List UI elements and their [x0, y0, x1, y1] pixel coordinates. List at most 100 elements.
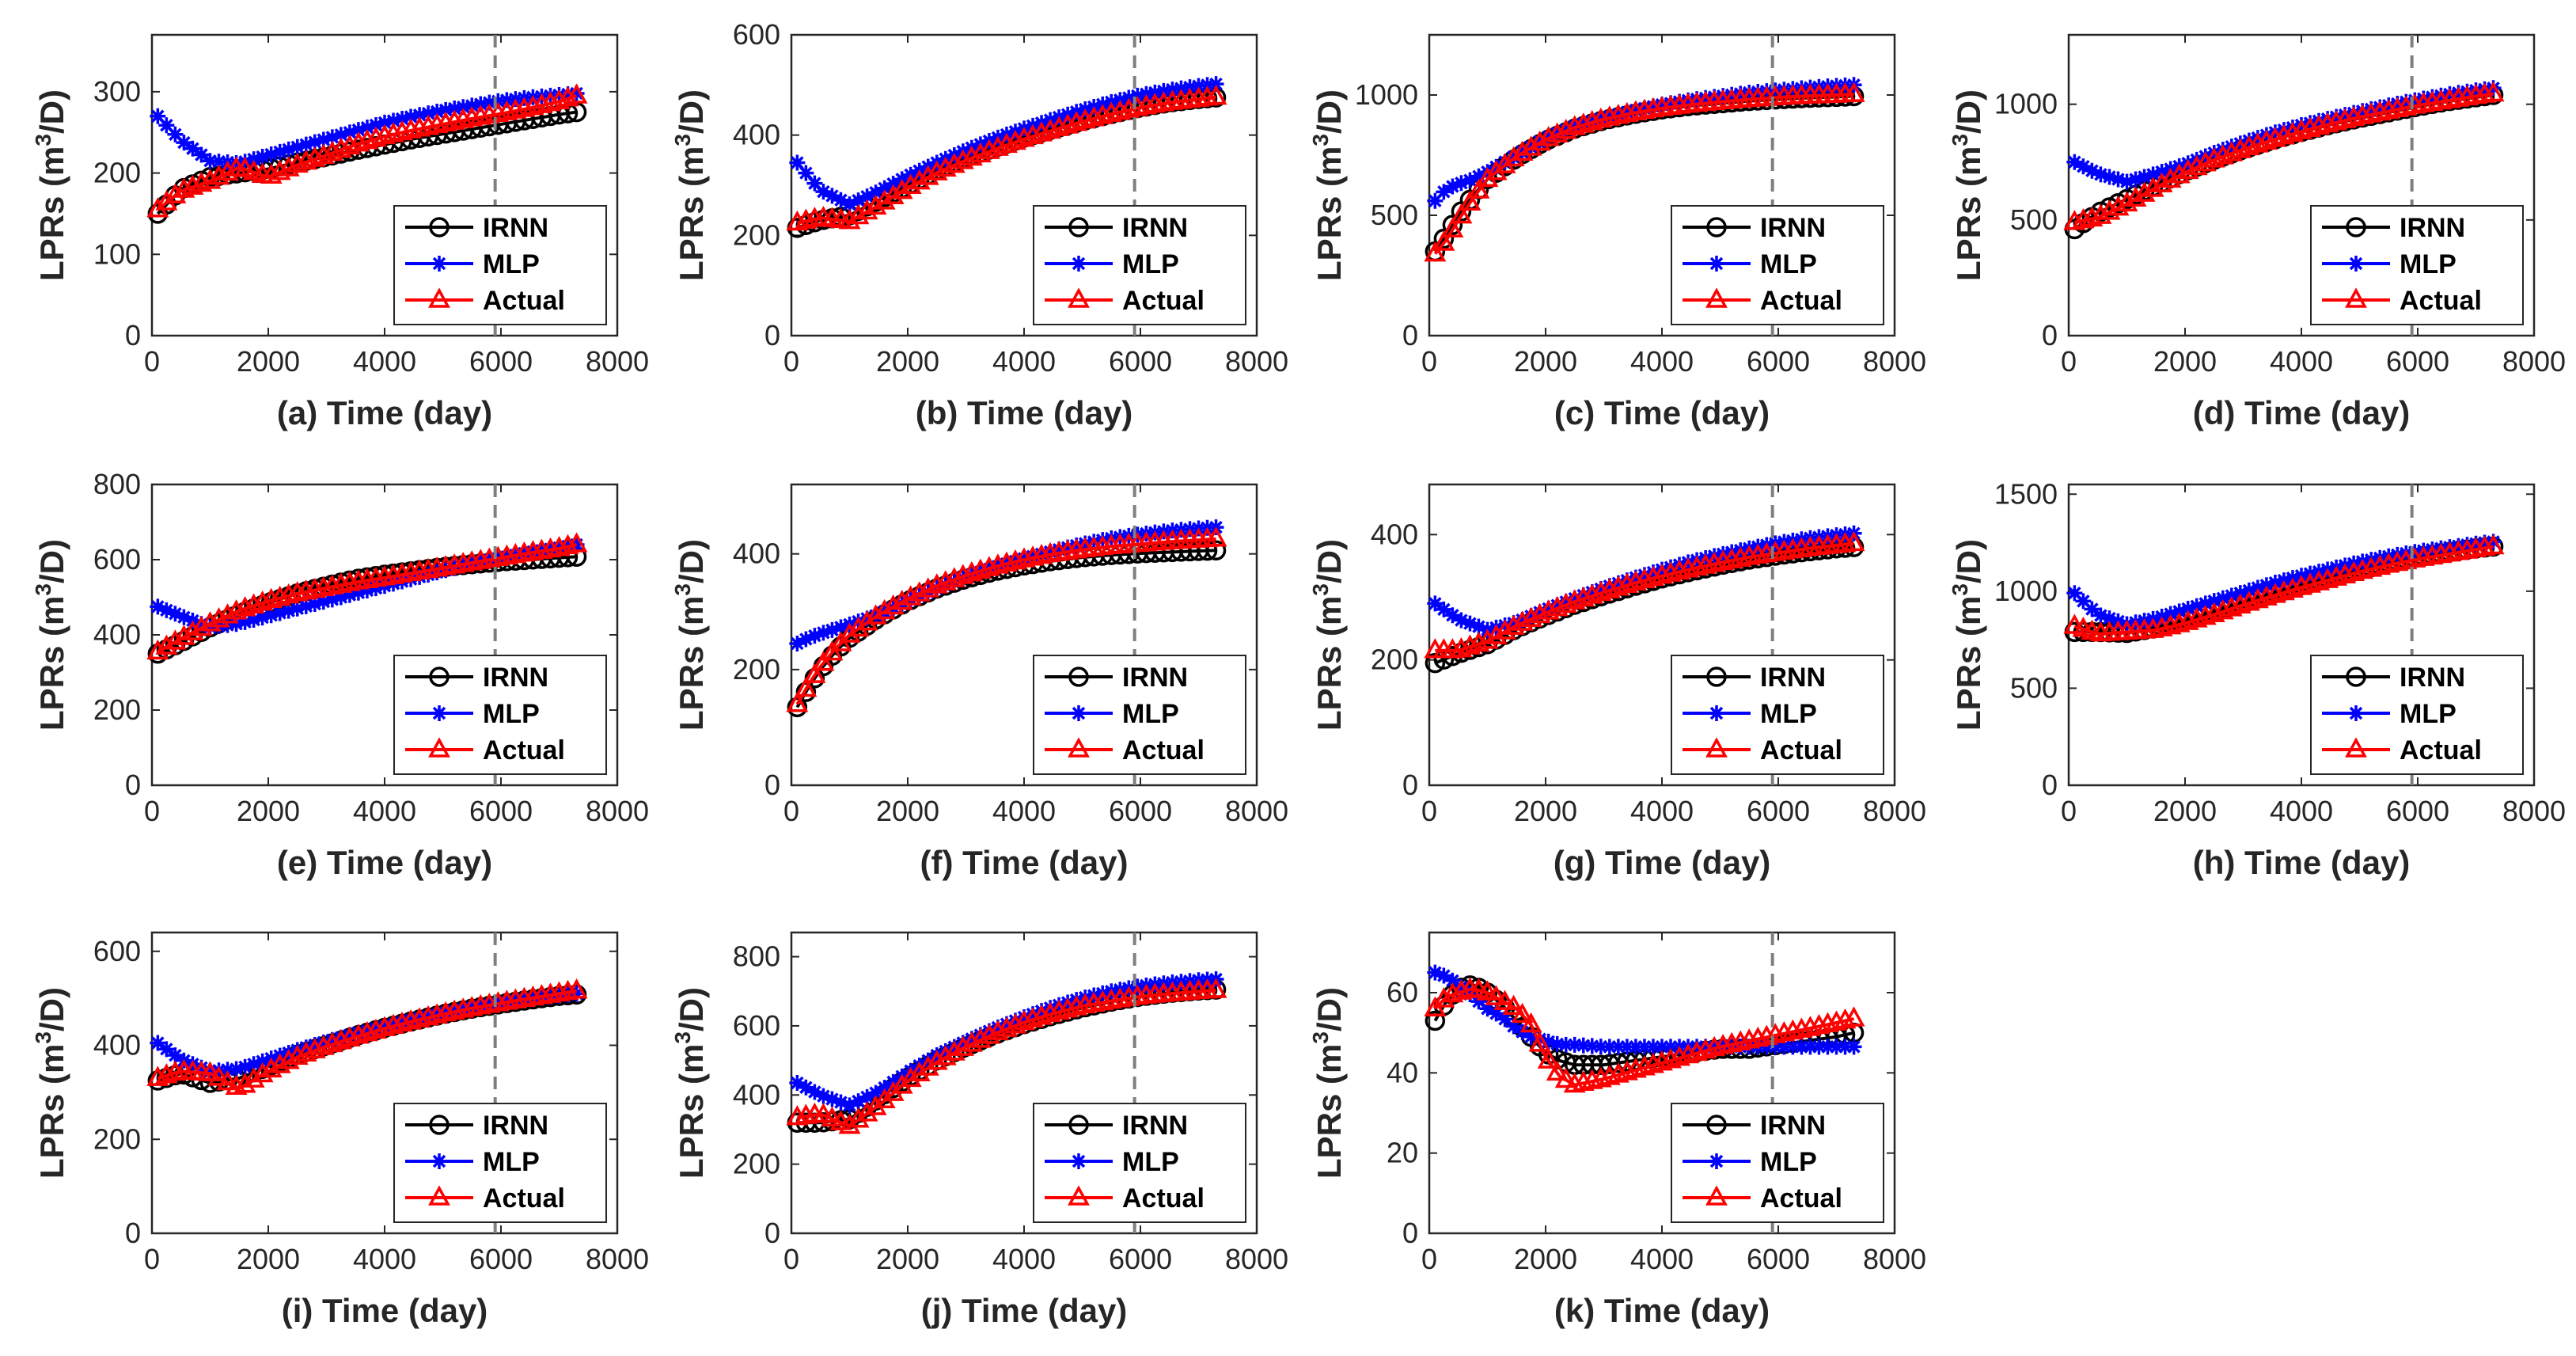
legend: IRNN MLP Actual [393, 1103, 607, 1223]
data-point-mlp [1199, 77, 1216, 93]
x-tick-label: 0 [2061, 795, 2077, 827]
data-point-actual [199, 1061, 222, 1081]
data-point-actual [190, 171, 213, 192]
data-point-mlp [245, 1056, 262, 1073]
data-point-actual [321, 140, 343, 161]
data-point-mlp [2389, 95, 2406, 112]
data-point-mlp [1575, 1037, 1592, 1054]
y-tick-label: 600 [733, 18, 780, 51]
y-tick-label: 800 [93, 468, 141, 500]
y-tick-label: 0 [1402, 769, 1418, 801]
data-point-mlp [150, 1035, 166, 1051]
data-point-actual [2202, 602, 2225, 623]
x-tick-label: 4000 [992, 795, 1056, 827]
data-point-mlp [1645, 564, 1661, 580]
data-point-mlp [359, 582, 375, 598]
legend-marker-actual [1068, 737, 1090, 758]
data-point-actual [294, 1041, 317, 1062]
x-tick-label: 0 [144, 795, 160, 827]
data-point-mlp [1427, 964, 1444, 981]
legend-label-actual: Actual [1760, 286, 1842, 316]
data-point-actual [899, 173, 922, 195]
data-point-mlp [472, 96, 489, 112]
x-tick-label: 4000 [1630, 795, 1694, 827]
data-point-actual [786, 692, 809, 712]
data-point-mlp [1785, 1039, 1801, 1055]
legend: IRNN MLP Actual [2310, 205, 2524, 325]
legend-label-irnn: IRNN [1760, 663, 1826, 693]
legend-marker-irnn [429, 667, 450, 687]
data-point-mlp [876, 180, 893, 196]
data-point-actual [181, 620, 204, 640]
data-point-mlp [1077, 535, 1094, 552]
data-point-mlp [228, 154, 245, 171]
data-point-mlp [2092, 166, 2109, 183]
series-mlp [1427, 964, 1862, 1055]
data-point-mlp [2485, 80, 2502, 97]
series-actual [1424, 82, 1865, 262]
data-point-mlp [998, 1016, 1015, 1032]
x-tick-label: 2000 [876, 345, 939, 378]
x-tick-label: 2000 [876, 1243, 939, 1275]
data-point-mlp [798, 1079, 814, 1096]
data-point-mlp [1138, 85, 1155, 102]
data-point-mlp [263, 607, 279, 624]
data-point-mlp [1488, 158, 1504, 175]
data-point-mlp [2249, 579, 2266, 596]
data-point-mlp [824, 188, 840, 204]
data-point-actual [1476, 980, 1499, 1001]
legend-marker-actual [1068, 287, 1090, 308]
data-point-mlp [176, 135, 192, 151]
data-point-mlp [806, 175, 823, 192]
legend-marker-mlp [431, 705, 447, 721]
data-point-mlp [211, 154, 227, 170]
x-tick-label: 6000 [1747, 1243, 1810, 1275]
data-point-mlp [1610, 575, 1626, 591]
y-tick-label: 1000 [1994, 575, 2058, 607]
data-point-actual [1554, 118, 1577, 139]
x-axis-label: (f) Time (day) [920, 844, 1129, 881]
data-point-actual [899, 585, 922, 606]
y-tick-label: 500 [1371, 199, 1418, 231]
data-point-mlp [1645, 98, 1661, 115]
legend-marker-irnn [1068, 217, 1089, 237]
data-point-mlp [1436, 601, 1452, 617]
data-point-mlp [1497, 617, 1513, 633]
data-point-mlp [1776, 1039, 1793, 1055]
data-point-actual [207, 1065, 230, 1086]
x-tick-label: 8000 [1225, 345, 1288, 378]
legend-marker-mlp [431, 256, 447, 272]
data-point-actual [2220, 596, 2243, 617]
data-point-mlp [298, 598, 314, 614]
legend-marker-irnn [1706, 1115, 1727, 1135]
data-point-mlp [202, 153, 218, 169]
y-tick-label: 20 [1387, 1137, 1418, 1169]
data-point-mlp [1453, 175, 1470, 192]
data-point-actual [146, 639, 169, 660]
data-point-actual [803, 663, 826, 683]
legend: IRNN MLP Actual [393, 205, 607, 325]
data-point-mlp [568, 85, 585, 101]
data-point-mlp [2346, 104, 2362, 121]
data-point-mlp [176, 609, 192, 625]
x-axis-label: (c) Time (day) [1554, 394, 1770, 431]
legend-marker-mlp [1071, 1153, 1087, 1169]
x-axis-label: (g) Time (day) [1554, 844, 1771, 881]
y-tick-label: 200 [733, 218, 780, 251]
data-point-mlp [1068, 537, 1085, 554]
data-point-mlp [1618, 104, 1635, 120]
data-point-actual [164, 629, 187, 650]
data-point-actual [847, 1107, 870, 1128]
legend-label-irnn: IRNN [1760, 1111, 1826, 1141]
data-point-actual [565, 532, 588, 553]
data-point-mlp [1444, 972, 1461, 989]
x-axis-label: (i) Time (day) [282, 1292, 488, 1329]
data-point-actual [995, 132, 1018, 154]
data-point-actual [1004, 129, 1026, 150]
data-point-actual [847, 616, 870, 637]
data-point-mlp [1051, 541, 1068, 558]
data-point-mlp [1462, 615, 1478, 632]
legend-marker-mlp [1709, 256, 1724, 272]
legend-label-mlp: MLP [483, 1147, 540, 1177]
